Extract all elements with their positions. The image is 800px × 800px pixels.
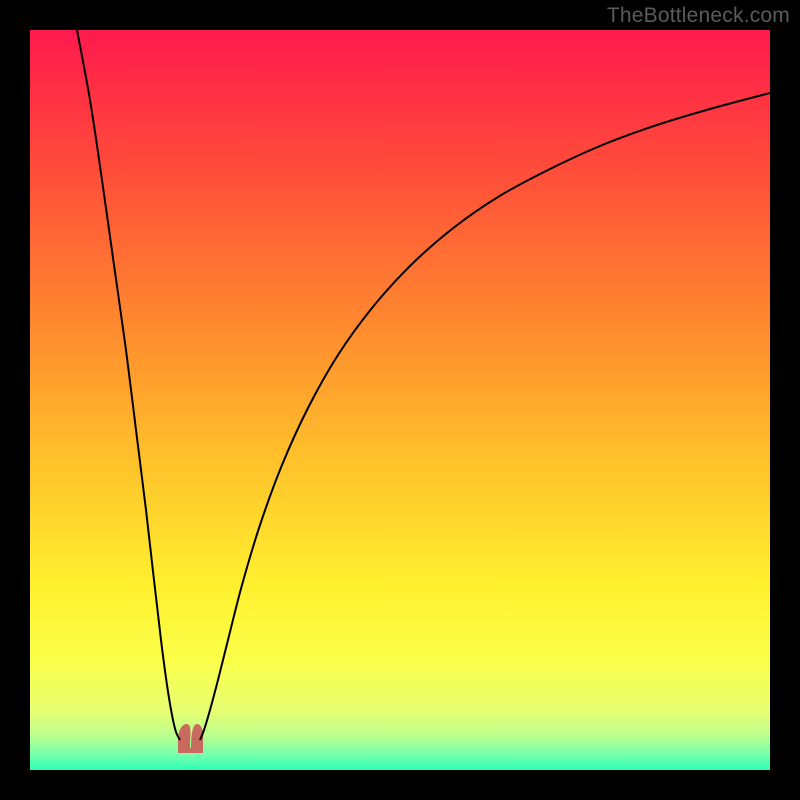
watermark-text: TheBottleneck.com (607, 4, 790, 28)
chart-frame: TheBottleneck.com (0, 0, 800, 800)
gradient-background (30, 30, 770, 770)
plot-area (30, 30, 770, 770)
bottleneck-chart (30, 30, 770, 770)
